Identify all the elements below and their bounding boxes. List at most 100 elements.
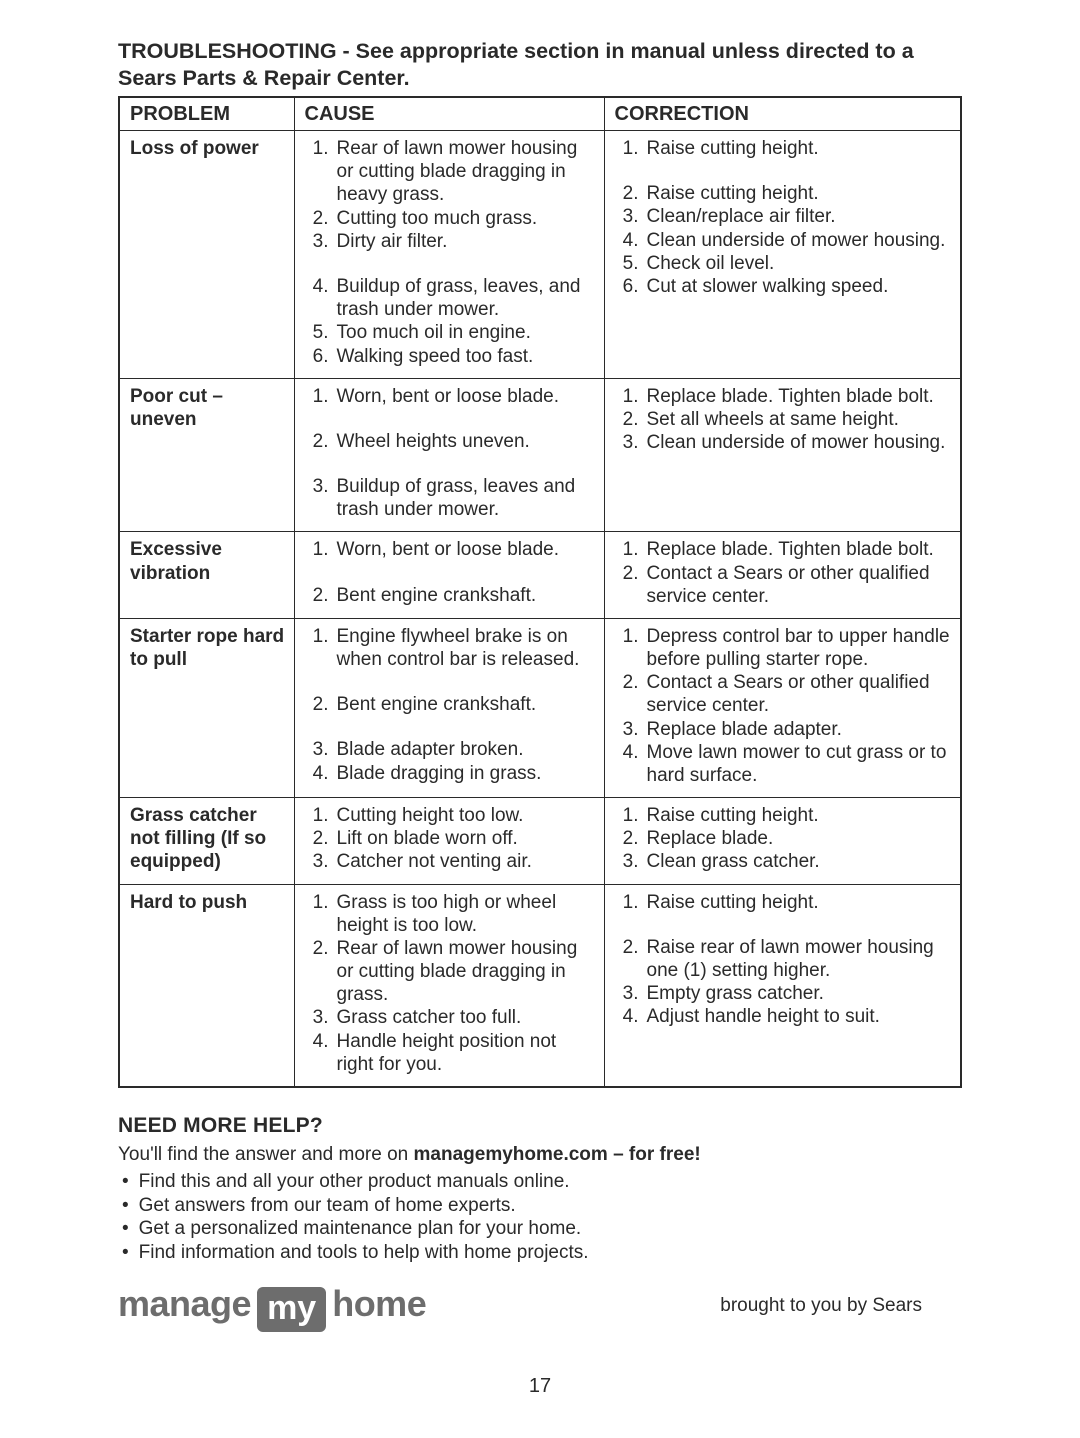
list-text: Raise cutting height. (643, 182, 953, 205)
table-header-row: PROBLEM CAUSE CORRECTION (119, 97, 961, 131)
list-num: 2. (615, 562, 643, 608)
list-text: Move lawn mower to cut grass or to hard … (643, 741, 953, 787)
help-bullet: Find information and tools to help with … (122, 1241, 962, 1265)
problem-label: Poor cut – uneven (130, 385, 286, 431)
list-item: 4.Blade dragging in grass. (305, 762, 596, 785)
list-item: 1.Worn, bent or loose blade. (305, 385, 596, 408)
list-text: Check oil level. (643, 252, 953, 275)
list-num: 2. (305, 207, 333, 230)
list-num: 4. (305, 1030, 333, 1076)
list-text: Clean/replace air filter. (643, 205, 953, 228)
list-item: 3.Blade adapter broken. (305, 738, 596, 761)
list-num: 3. (305, 1006, 333, 1029)
list-text: Buildup of grass, leaves and trash under… (333, 475, 596, 521)
list-text: Blade adapter broken. (333, 738, 596, 761)
cause-cell: 1.Grass is too high or wheel height is t… (294, 884, 604, 1087)
correction-cell: 1.Raise cutting height.2.Replace blade.3… (604, 798, 961, 885)
list-text: Lift on blade worn off. (333, 827, 596, 850)
problem-cell: Excessive vibration (119, 532, 294, 619)
list-text: Replace blade. Tighten blade bolt. (643, 385, 953, 408)
list-item: 4.Adjust handle height to suit. (615, 1005, 953, 1028)
logo-row: manage my home brought to you by Sears (118, 1283, 962, 1329)
list-text: Rear of lawn mower housing or cutting bl… (333, 937, 596, 1007)
problem-cell: Grass catcher not filling (If so equippe… (119, 798, 294, 885)
list-text: Worn, bent or loose blade. (333, 538, 596, 561)
list-num: 3. (305, 230, 333, 253)
list-text: Walking speed too fast. (333, 345, 596, 368)
list-num: 1. (615, 385, 643, 408)
list-item: 1.Raise cutting height. (615, 891, 953, 914)
list-text: Replace blade. Tighten blade bolt. (643, 538, 953, 561)
problem-cell: Poor cut – uneven (119, 378, 294, 532)
page-title: TROUBLESHOOTING - See appropriate sectio… (118, 38, 962, 92)
cause-cell: 1.Engine flywheel brake is on when contr… (294, 618, 604, 797)
list-num: 4. (305, 275, 333, 321)
list-item: 2.Contact a Sears or other qualified ser… (615, 562, 953, 608)
list-num: 2. (305, 827, 333, 850)
list-text: Bent engine crankshaft. (333, 584, 596, 607)
list-num: 3. (615, 850, 643, 873)
table-row: Grass catcher not filling (If so equippe… (119, 798, 961, 885)
list-num: 4. (305, 762, 333, 785)
cause-cell: 1.Rear of lawn mower housing or cutting … (294, 131, 604, 379)
problem-label: Grass catcher not filling (If so equippe… (130, 804, 286, 874)
list-text: Adjust handle height to suit. (643, 1005, 953, 1028)
list-text: Raise rear of lawn mower housing one (1)… (643, 936, 953, 982)
list-item: 1.Cutting height too low. (305, 804, 596, 827)
list-num: 3. (305, 850, 333, 873)
problem-label: Excessive vibration (130, 538, 286, 584)
list-text: Set all wheels at same height. (643, 408, 953, 431)
list-num: 4. (615, 741, 643, 787)
help-line-bold: managemyhome.com – for free! (414, 1144, 701, 1165)
correction-cell: 1.Replace blade. Tighten blade bolt.2.Se… (604, 378, 961, 532)
list-num: 1. (305, 137, 333, 207)
list-num: 2. (305, 693, 333, 716)
logo-badge-my: my (257, 1287, 326, 1332)
th-cause: CAUSE (294, 97, 604, 131)
list-num: 3. (305, 738, 333, 761)
list-item: 5.Too much oil in engine. (305, 321, 596, 344)
list-text: Rear of lawn mower housing or cutting bl… (333, 137, 596, 207)
list-num: 5. (305, 321, 333, 344)
th-correction: CORRECTION (604, 97, 961, 131)
help-bullet: Get answers from our team of home expert… (122, 1194, 962, 1218)
list-num: 3. (615, 718, 643, 741)
list-item: 3.Replace blade adapter. (615, 718, 953, 741)
list-num: 1. (305, 625, 333, 671)
list-text: Clean grass catcher. (643, 850, 953, 873)
list-item: 2.Bent engine crankshaft. (305, 693, 596, 716)
list-item: 2.Raise rear of lawn mower housing one (… (615, 936, 953, 982)
help-line: You'll find the answer and more on manag… (118, 1144, 962, 1166)
logo-word-home: home (332, 1283, 426, 1325)
list-text: Engine flywheel brake is on when control… (333, 625, 596, 671)
list-num: 3. (305, 475, 333, 521)
list-item: 2.Rear of lawn mower housing or cutting … (305, 937, 596, 1007)
list-item: 1.Engine flywheel brake is on when contr… (305, 625, 596, 671)
list-text: Wheel heights uneven. (333, 430, 596, 453)
list-num: 1. (615, 625, 643, 671)
list-item: 4.Clean underside of mower housing. (615, 229, 953, 252)
managemyhome-logo: manage my home (118, 1283, 426, 1329)
list-num: 5. (615, 252, 643, 275)
cause-cell: 1.Worn, bent or loose blade. 2.Wheel heig… (294, 378, 604, 532)
list-item: 2.Cutting too much grass. (305, 207, 596, 230)
list-text: Cutting height too low. (333, 804, 596, 827)
list-text: Raise cutting height. (643, 891, 953, 914)
list-item: 1.Raise cutting height. (615, 804, 953, 827)
list-num: 3. (615, 431, 643, 454)
list-item: 2.Wheel heights uneven. (305, 430, 596, 453)
list-text: Contact a Sears or other qualified servi… (643, 562, 953, 608)
list-num: 1. (305, 538, 333, 561)
problem-cell: Starter rope hard to pull (119, 618, 294, 797)
brought-by: brought to you by Sears (720, 1295, 962, 1317)
list-text: Bent engine crankshaft. (333, 693, 596, 716)
list-text: Buildup of grass, leaves, and trash unde… (333, 275, 596, 321)
list-num: 2. (615, 827, 643, 850)
list-item: 2.Replace blade. (615, 827, 953, 850)
list-item: 3.Dirty air filter. (305, 230, 596, 253)
problem-label: Starter rope hard to pull (130, 625, 286, 671)
list-item: 1.Rear of lawn mower housing or cutting … (305, 137, 596, 207)
list-item: 6.Walking speed too fast. (305, 345, 596, 368)
problem-cell: Loss of power (119, 131, 294, 379)
list-num: 1. (615, 891, 643, 914)
